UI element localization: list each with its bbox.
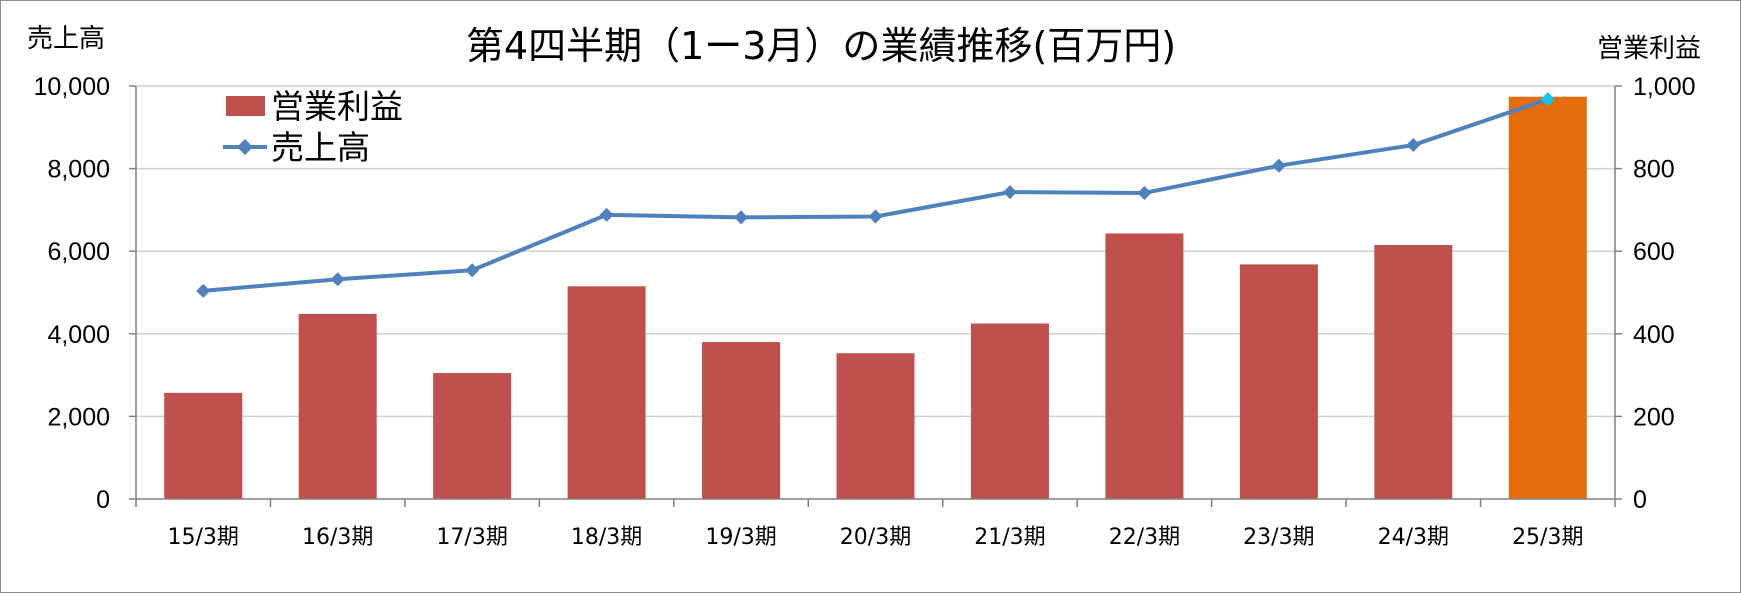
sales-point-25/3期 [1540, 92, 1555, 107]
right-axis-title: 営業利益 [1597, 34, 1701, 64]
bar-operating-profit-20/3期 [836, 353, 915, 499]
x-tick-label: 25/3期 [1512, 525, 1583, 550]
right-tick-label: 600 [1633, 238, 1675, 266]
sales-point-20/3期 [868, 209, 883, 224]
bar-operating-profit-22/3期 [1105, 233, 1184, 500]
bar-operating-profit-17/3期 [433, 373, 512, 499]
bar-operating-profit-19/3期 [702, 342, 781, 499]
sales-point-15/3期 [196, 283, 211, 298]
left-tick-label: 4,000 [47, 321, 110, 349]
sales-point-21/3期 [1002, 185, 1017, 200]
bar-operating-profit-21/3期 [970, 323, 1049, 499]
left-axis-title: 売上高 [27, 24, 105, 54]
legend-swatch-operating-profit [226, 96, 265, 116]
left-tick-label: 10,000 [34, 73, 110, 101]
x-tick-label: 17/3期 [436, 525, 507, 550]
x-tick-label: 20/3期 [840, 525, 911, 550]
legend-label-sales: 売上高 [271, 128, 370, 167]
left-tick-label: 6,000 [47, 238, 110, 266]
sales-point-23/3期 [1271, 158, 1286, 173]
line-series-sales [196, 92, 1555, 298]
sales-point-18/3期 [599, 207, 614, 222]
bar-operating-profit-16/3期 [298, 313, 377, 499]
x-tick-label: 15/3期 [168, 525, 239, 550]
right-tick-label: 1,000 [1633, 73, 1696, 101]
right-tick-label: 800 [1633, 156, 1675, 184]
sales-point-19/3期 [734, 210, 749, 225]
left-tick-label: 2,000 [47, 403, 110, 431]
x-tick-label: 23/3期 [1243, 525, 1314, 550]
sales-point-17/3期 [465, 263, 480, 278]
axes [129, 85, 1622, 507]
x-tick-label: 16/3期 [302, 525, 373, 550]
right-tick-label: 0 [1633, 486, 1647, 514]
gridlines [136, 85, 1615, 418]
chart-title: 第4四半期（1ー3月）の業績推移(百万円) [466, 24, 1176, 68]
bar-operating-profit-25/3期 [1508, 96, 1587, 499]
bar-operating-profit-18/3期 [567, 286, 646, 499]
tick-labels: 0 2,000 4,000 6,000 8,000 10,000 0 200 400 600 800… [34, 73, 1696, 550]
x-tick-label: 18/3期 [571, 525, 642, 550]
sales-point-24/3期 [1406, 138, 1421, 153]
bar-operating-profit-23/3期 [1239, 264, 1318, 499]
legend: 営業利益 売上高 [223, 87, 403, 167]
bar-operating-profit-15/3期 [164, 392, 243, 499]
x-tick-label: 19/3期 [705, 525, 776, 550]
x-tick-label: 22/3期 [1109, 525, 1180, 550]
left-tick-label: 8,000 [47, 156, 110, 184]
bar-series-operating-profit [164, 96, 1587, 500]
sales-line [203, 97, 1549, 293]
legend-label-operating-profit: 営業利益 [271, 87, 403, 126]
legend-marker-sales [237, 139, 253, 155]
right-tick-label: 200 [1633, 403, 1675, 431]
x-tick-label: 24/3期 [1378, 525, 1449, 550]
right-tick-label: 400 [1633, 321, 1675, 349]
sales-point-16/3期 [330, 272, 345, 287]
left-tick-label: 0 [96, 486, 110, 514]
sales-point-22/3期 [1137, 185, 1152, 200]
bar-operating-profit-24/3期 [1374, 245, 1453, 499]
x-tick-label: 21/3期 [974, 525, 1045, 550]
